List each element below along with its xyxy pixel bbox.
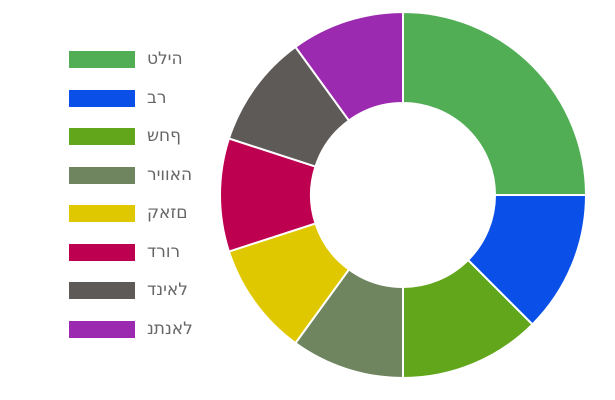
legend-swatch <box>69 320 135 338</box>
legend-item[interactable]: דניאל <box>69 280 229 301</box>
legend-label: בר <box>147 87 167 108</box>
legend-item[interactable]: נתנאל <box>69 318 229 340</box>
legend-label: ריוואה <box>147 164 193 185</box>
legend-label: שחף <box>147 126 182 146</box>
legend-item[interactable]: בר <box>69 87 229 109</box>
legend-swatch <box>69 282 135 299</box>
legend-label: דניאל <box>147 280 188 300</box>
legend-item[interactable]: דרור <box>69 241 229 263</box>
legend-label: נתנאל <box>147 318 193 339</box>
legend-swatch <box>69 128 135 145</box>
legend-label: טליה <box>147 49 183 69</box>
legend-item[interactable]: טליה <box>69 49 229 70</box>
legend-label: דרור <box>147 241 181 262</box>
legend-swatch <box>69 166 135 184</box>
legend-item[interactable]: שחף <box>69 126 229 147</box>
legend-swatch <box>69 243 135 261</box>
legend-swatch <box>69 89 135 107</box>
legend-item[interactable]: ריוואה <box>69 164 229 186</box>
slice-7[interactable] <box>294 10 404 122</box>
legend-label: קאזם <box>147 203 188 223</box>
legend-swatch <box>69 51 135 68</box>
legend-swatch <box>69 205 135 222</box>
slice-0[interactable] <box>402 10 588 196</box>
legend-item[interactable]: קאזם <box>69 203 229 224</box>
